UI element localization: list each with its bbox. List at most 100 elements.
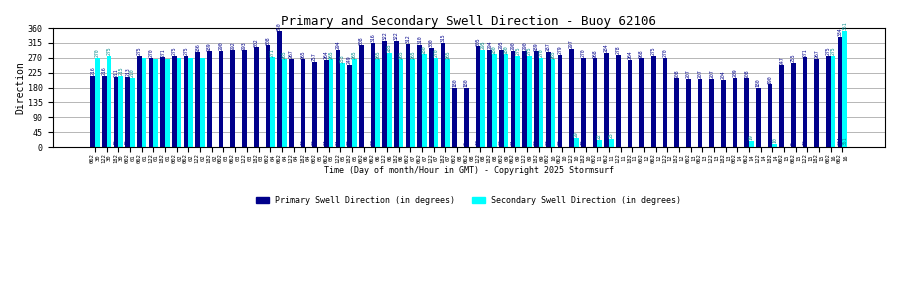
Bar — [772, 144, 777, 147]
Text: 270: 270 — [148, 49, 154, 57]
Bar — [569, 49, 574, 147]
Text: 13: 13 — [277, 140, 282, 146]
Text: 278: 278 — [616, 46, 621, 55]
Bar — [410, 59, 415, 147]
Text: 350: 350 — [277, 22, 282, 31]
Text: 275: 275 — [172, 47, 177, 56]
Text: 270: 270 — [662, 49, 668, 57]
Text: 285: 285 — [387, 44, 392, 52]
Text: 19: 19 — [580, 140, 586, 146]
Bar — [130, 78, 135, 147]
Text: 316: 316 — [371, 33, 375, 42]
Bar — [107, 56, 112, 147]
Text: 180: 180 — [756, 78, 760, 87]
Text: 23: 23 — [534, 140, 539, 146]
Text: 31: 31 — [487, 140, 492, 146]
Text: 3: 3 — [779, 142, 784, 146]
Text: 21: 21 — [336, 140, 340, 146]
Bar — [195, 52, 200, 147]
Bar — [95, 58, 100, 147]
Text: 265: 265 — [328, 50, 333, 59]
Bar — [399, 59, 403, 147]
Text: 275: 275 — [516, 47, 520, 56]
Bar — [359, 45, 364, 147]
Bar — [254, 47, 258, 147]
Bar — [523, 51, 527, 147]
Bar — [125, 76, 130, 147]
Bar — [826, 56, 831, 147]
Y-axis label: Direction: Direction — [15, 61, 25, 114]
Bar — [779, 65, 784, 147]
Bar — [328, 59, 333, 147]
Title: Primary and Secondary Swell Direction - Buoy 62106: Primary and Secondary Swell Direction - … — [281, 15, 656, 28]
Text: 265: 265 — [282, 50, 287, 59]
Text: 22: 22 — [597, 134, 602, 139]
Text: 322: 322 — [382, 31, 387, 40]
Text: 289: 289 — [534, 42, 539, 51]
Bar — [441, 43, 446, 147]
Bar — [592, 58, 598, 147]
Bar — [464, 88, 469, 147]
Bar — [434, 58, 438, 147]
Bar — [165, 59, 170, 147]
Text: 10: 10 — [803, 140, 807, 146]
Bar — [749, 141, 753, 147]
Text: 308: 308 — [266, 36, 270, 44]
Text: 268: 268 — [592, 49, 598, 58]
Bar — [160, 57, 165, 147]
Bar — [838, 37, 842, 147]
Bar — [721, 80, 725, 147]
Bar — [382, 40, 387, 147]
Text: 3: 3 — [464, 142, 469, 146]
Bar — [488, 50, 492, 147]
Bar — [814, 59, 819, 147]
Bar — [535, 52, 539, 147]
Text: 265: 265 — [352, 50, 356, 59]
Text: 275: 275 — [106, 47, 112, 56]
Bar — [791, 63, 796, 147]
Bar — [242, 50, 247, 147]
Bar — [418, 44, 422, 147]
Bar — [282, 59, 286, 147]
Text: 264: 264 — [324, 50, 328, 59]
Bar — [176, 58, 182, 147]
Bar — [375, 59, 380, 147]
Text: 19: 19 — [749, 134, 754, 140]
Text: 216: 216 — [90, 66, 95, 75]
Text: 22: 22 — [545, 140, 551, 146]
Text: 287: 287 — [545, 43, 551, 52]
X-axis label: Time (Day of month/Hour in GMT) - Copyright 2025 Stormsurf: Time (Day of month/Hour in GMT) - Copyri… — [324, 166, 614, 175]
Text: 280: 280 — [422, 45, 427, 54]
Text: 29: 29 — [557, 140, 562, 146]
Text: 292: 292 — [230, 41, 235, 50]
Bar — [137, 56, 141, 147]
Text: 289: 289 — [207, 42, 212, 51]
Bar — [756, 88, 760, 147]
Text: 312: 312 — [406, 34, 410, 43]
Bar — [141, 58, 147, 147]
Bar — [446, 59, 450, 147]
Text: 207: 207 — [709, 69, 715, 78]
Bar — [744, 78, 749, 147]
Text: 267: 267 — [814, 50, 819, 58]
Text: 215: 215 — [118, 67, 123, 75]
Bar — [230, 50, 235, 147]
Bar — [102, 76, 107, 147]
Text: 31: 31 — [510, 140, 516, 146]
Bar — [312, 62, 317, 147]
Text: 270: 270 — [94, 49, 100, 57]
Text: 30: 30 — [499, 140, 504, 146]
Text: 249: 249 — [347, 56, 352, 64]
Bar — [429, 48, 434, 147]
Bar — [184, 56, 188, 147]
Bar — [527, 56, 532, 147]
Bar — [90, 76, 95, 147]
Text: 284: 284 — [604, 44, 609, 52]
Bar — [574, 137, 579, 147]
Text: 5: 5 — [452, 142, 457, 146]
Text: 280: 280 — [504, 45, 508, 54]
Bar — [674, 78, 679, 147]
Bar — [188, 58, 194, 147]
Text: 322: 322 — [394, 31, 399, 40]
Bar — [627, 60, 633, 147]
